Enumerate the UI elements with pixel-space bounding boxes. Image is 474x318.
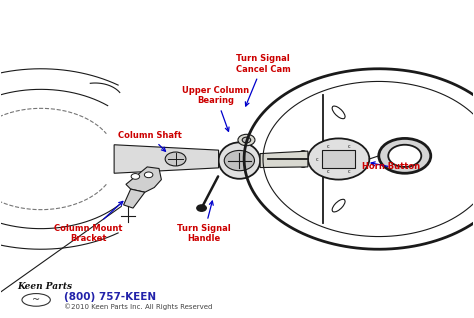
Text: Turn Signal
Cancel Cam: Turn Signal Cancel Cam <box>236 54 291 106</box>
Circle shape <box>224 150 255 171</box>
Text: c: c <box>348 144 351 149</box>
Circle shape <box>165 152 186 166</box>
Text: Column Shaft: Column Shaft <box>118 131 182 151</box>
Circle shape <box>145 172 153 178</box>
Circle shape <box>301 163 306 167</box>
Circle shape <box>308 138 369 180</box>
Polygon shape <box>124 189 145 208</box>
Text: (800) 757-KEEN: (800) 757-KEEN <box>64 292 156 302</box>
Ellipse shape <box>332 199 345 212</box>
Text: Column Mount
Bracket: Column Mount Bracket <box>54 201 123 243</box>
Ellipse shape <box>332 106 345 119</box>
Text: c: c <box>327 169 329 174</box>
Polygon shape <box>260 151 308 168</box>
Circle shape <box>131 174 140 179</box>
Text: c: c <box>348 169 351 174</box>
Text: Turn Signal
Handle: Turn Signal Handle <box>177 201 231 243</box>
Text: ©2010 Keen Parts Inc. All Rights Reserved: ©2010 Keen Parts Inc. All Rights Reserve… <box>64 304 213 310</box>
Circle shape <box>301 157 306 161</box>
Text: c: c <box>316 156 319 162</box>
Text: c: c <box>327 144 329 149</box>
Text: Horn Button: Horn Button <box>362 162 419 171</box>
Circle shape <box>388 145 421 167</box>
Text: Upper Column
Bearing: Upper Column Bearing <box>182 86 249 131</box>
Circle shape <box>197 205 206 211</box>
Polygon shape <box>126 167 161 192</box>
Ellipse shape <box>219 142 260 179</box>
Bar <box>322 149 355 169</box>
Circle shape <box>379 138 431 173</box>
Circle shape <box>238 134 255 146</box>
Text: ~: ~ <box>32 295 40 305</box>
Text: Keen Parts: Keen Parts <box>17 282 73 291</box>
Circle shape <box>242 137 251 143</box>
Circle shape <box>301 151 306 155</box>
Polygon shape <box>114 145 219 173</box>
